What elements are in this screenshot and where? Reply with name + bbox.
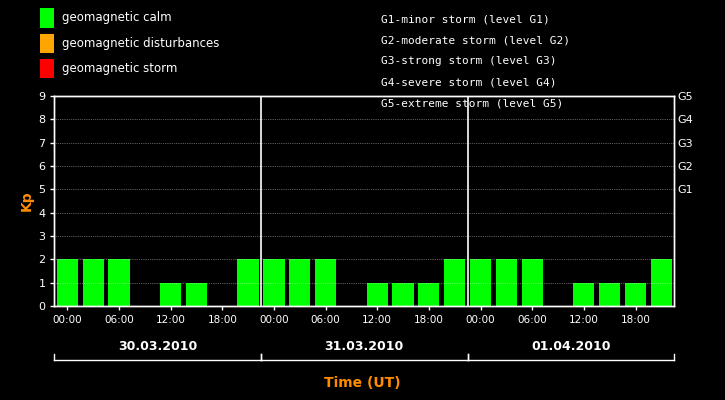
Bar (186, 283, 207, 306)
Bar (599, 283, 621, 306)
Text: G1-minor storm (level G1): G1-minor storm (level G1) (381, 14, 550, 24)
Bar (263, 259, 284, 306)
Bar (83, 259, 104, 306)
Bar (496, 259, 517, 306)
Bar (289, 259, 310, 306)
Text: G5-extreme storm (level G5): G5-extreme storm (level G5) (381, 99, 563, 109)
Bar (470, 259, 491, 306)
Bar (418, 283, 439, 306)
Text: geomagnetic storm: geomagnetic storm (62, 62, 177, 75)
Bar (108, 259, 130, 306)
Bar (573, 283, 594, 306)
Text: G2-moderate storm (level G2): G2-moderate storm (level G2) (381, 35, 570, 45)
Text: 01.04.2010: 01.04.2010 (531, 340, 610, 353)
Bar (160, 283, 181, 306)
Bar (521, 259, 543, 306)
Bar (57, 259, 78, 306)
Y-axis label: Kp: Kp (20, 191, 34, 211)
Bar (367, 283, 388, 306)
Text: geomagnetic disturbances: geomagnetic disturbances (62, 37, 219, 50)
Text: geomagnetic calm: geomagnetic calm (62, 12, 171, 24)
Text: G4-severe storm (level G4): G4-severe storm (level G4) (381, 78, 556, 88)
Bar (625, 283, 646, 306)
Bar (444, 259, 465, 306)
Text: 31.03.2010: 31.03.2010 (325, 340, 404, 353)
Text: Time (UT): Time (UT) (324, 376, 401, 390)
Text: 30.03.2010: 30.03.2010 (118, 340, 197, 353)
Bar (238, 259, 259, 306)
Bar (392, 283, 414, 306)
Bar (315, 259, 336, 306)
Text: G3-strong storm (level G3): G3-strong storm (level G3) (381, 56, 556, 66)
Bar (651, 259, 672, 306)
